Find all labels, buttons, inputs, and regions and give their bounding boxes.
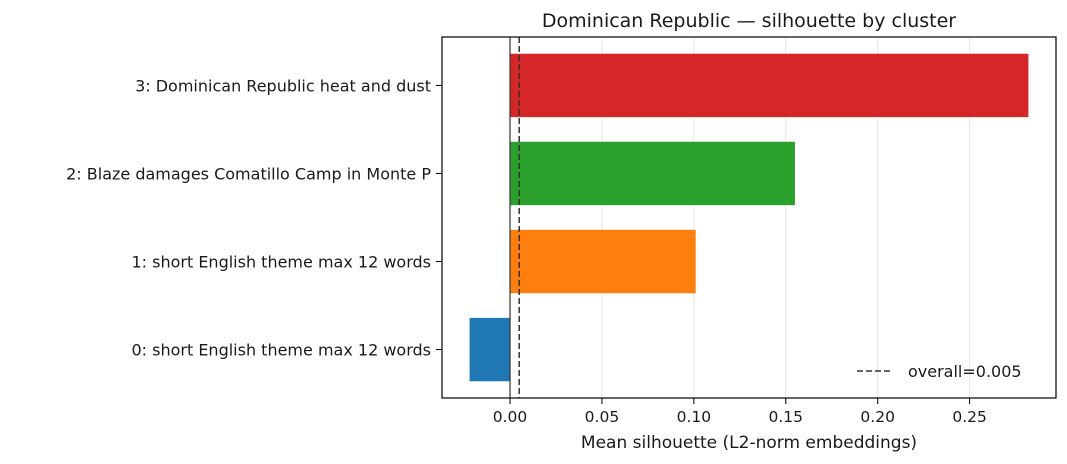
bar-cluster-1 <box>510 229 696 294</box>
x-axis-ticks: 0.00 0.05 0.10 0.15 0.20 0.25 <box>493 398 987 426</box>
legend: overall=0.005 <box>857 362 1022 381</box>
plot-frame <box>441 36 1057 399</box>
y-tick-label-3: 3: Dominican Republic heat and dust <box>135 76 431 95</box>
bar-cluster-3 <box>510 53 1029 118</box>
x-tick-label-2: 0.10 <box>677 408 712 426</box>
bar-cluster-2 <box>510 141 795 206</box>
y-tick-label-2: 2: Blaze damages Comatillo Camp in Monte… <box>66 164 431 183</box>
x-axis-label: Mean silhouette (L2-norm embeddings) <box>581 433 917 453</box>
y-tick-label-1: 1: short English theme max 12 words <box>131 253 431 272</box>
x-tick-label-4: 0.20 <box>860 408 895 426</box>
chart-title: Dominican Republic — silhouette by clust… <box>542 10 956 32</box>
y-axis-ticks: 0: short English theme max 12 words 1: sh… <box>66 76 442 360</box>
x-tick-label-0: 0.00 <box>493 408 528 426</box>
legend-label-overall: overall=0.005 <box>908 362 1022 381</box>
bar-cluster-0 <box>469 317 511 382</box>
y-tick-label-0: 0: short English theme max 12 words <box>131 341 431 360</box>
x-tick-label-3: 0.15 <box>769 408 804 426</box>
x-tick-label-5: 0.25 <box>952 408 987 426</box>
bars <box>469 53 1029 382</box>
x-tick-label-1: 0.05 <box>585 408 620 426</box>
